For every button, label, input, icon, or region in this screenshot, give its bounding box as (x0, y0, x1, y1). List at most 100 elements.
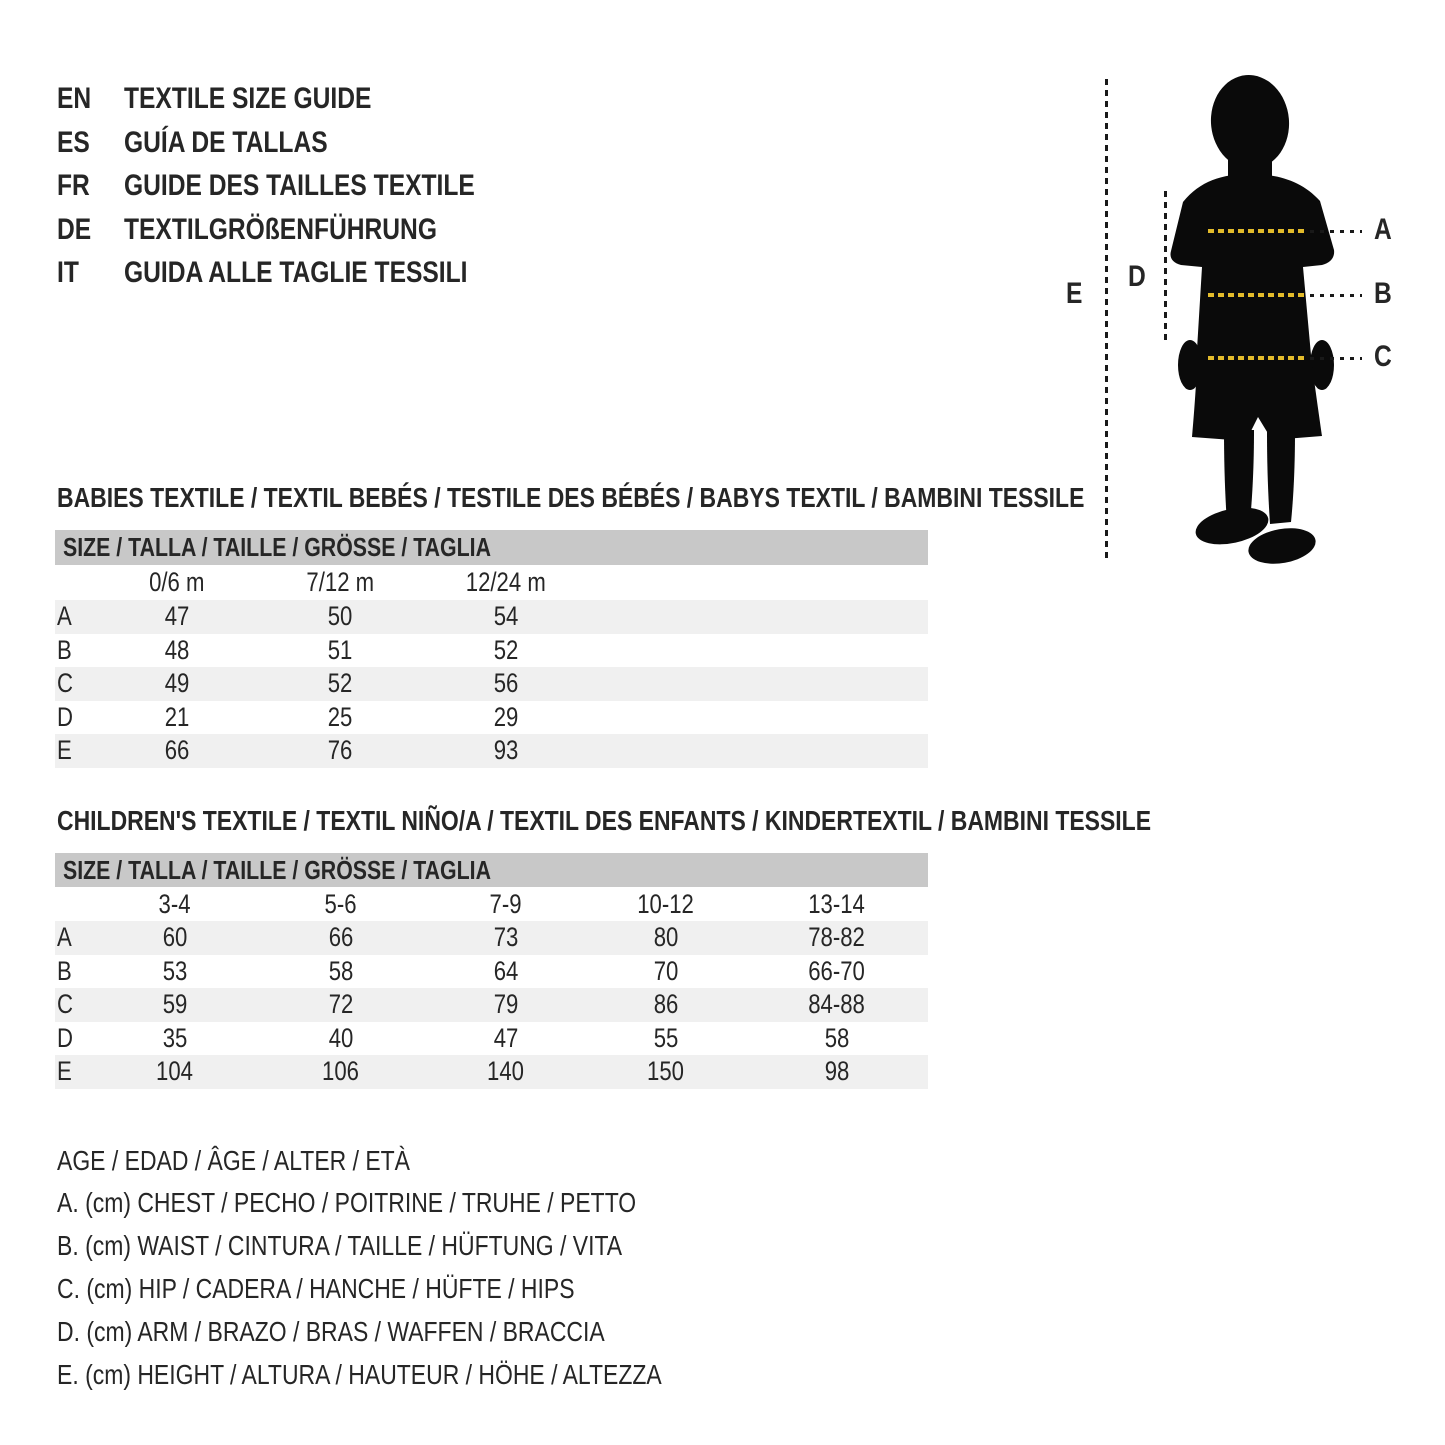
column-header: 3-4 (158, 888, 192, 919)
chest-measure-line-a (1208, 229, 1305, 233)
lang-title: GUIDE DES TAILLES TEXTILE (124, 169, 475, 202)
column-header: 13-14 (808, 888, 866, 919)
waist-measure-line-b (1208, 293, 1305, 297)
table-row: B 53 58 64 70 66-70 (55, 955, 928, 989)
table-cell: 84-88 (808, 989, 866, 1020)
row-label: E (57, 735, 72, 766)
children-size-header-bar: SIZE / TALLA / TAILLE / GRÖSSE / TAGLIA (55, 853, 928, 887)
row-label: D (57, 1022, 73, 1053)
children-section-title: CHILDREN'S TEXTILE / TEXTIL NIÑO/A / TEX… (57, 805, 1152, 836)
leader-line-b (1310, 294, 1362, 297)
lang-code: IT (57, 256, 79, 289)
table-cell: 140 (487, 1056, 525, 1087)
table-cell: 29 (493, 701, 519, 732)
table-cell: 54 (493, 601, 519, 632)
lang-code: DE (57, 213, 92, 246)
table-cell: 66 (164, 735, 190, 766)
table-cell: 40 (328, 1022, 354, 1053)
column-header: 7/12 m (306, 567, 374, 597)
table-cell: 66-70 (808, 955, 866, 986)
row-label: B (57, 955, 72, 986)
table-cell: 53 (162, 955, 188, 986)
leader-line-a (1310, 230, 1362, 233)
column-header: 5-6 (324, 888, 358, 919)
table-cell: 25 (327, 701, 353, 732)
row-label: D (57, 701, 73, 732)
row-label: A (57, 601, 72, 632)
arm-measure-line-d (1164, 191, 1167, 343)
row-label: E (57, 1056, 72, 1087)
table-row: C 59 72 79 86 84-88 (55, 988, 928, 1022)
table-cell: 51 (327, 634, 353, 665)
table-cell: 86 (653, 989, 679, 1020)
table-cell: 98 (824, 1056, 850, 1087)
table-cell: 93 (493, 735, 519, 766)
figure-label-a: A (1374, 213, 1392, 246)
legend-line-age: AGE / EDAD / ÂGE / ALTER / ETÀ (57, 1145, 411, 1176)
legend-line-waist: B. (cm) WAIST / CINTURA / TAILLE / HÜFTU… (57, 1230, 623, 1261)
table-cell: 35 (162, 1022, 188, 1053)
lang-title: TEXTILGRÖßENFÜHRUNG (124, 213, 437, 246)
babies-size-header-bar: SIZE / TALLA / TAILLE / GRÖSSE / TAGLIA (55, 530, 928, 565)
table-cell: 59 (162, 989, 188, 1020)
table-row: A 47 50 54 (55, 600, 928, 634)
table-cell: 78-82 (808, 922, 866, 953)
table-cell: 58 (328, 955, 354, 986)
table-row: C 49 52 56 (55, 667, 928, 701)
leader-line-c (1310, 357, 1362, 360)
table-cell: 66 (328, 922, 354, 953)
lang-code: EN (57, 82, 92, 115)
figure-label-d: D (1128, 260, 1146, 293)
table-cell: 55 (653, 1022, 679, 1053)
lang-title: GUIDA ALLE TAGLIE TESSILI (124, 256, 468, 289)
table-cell: 49 (164, 668, 190, 699)
table-cell: 21 (164, 701, 190, 732)
lang-code: FR (57, 169, 90, 202)
table-cell: 150 (647, 1056, 685, 1087)
row-label: C (57, 989, 73, 1020)
table-row: B 48 51 52 (55, 634, 928, 668)
table-row: E 66 76 93 (55, 734, 928, 768)
row-label: C (57, 668, 73, 699)
table-cell: 56 (493, 668, 519, 699)
row-label: A (57, 922, 72, 953)
table-row: A 60 66 73 80 78-82 (55, 921, 928, 955)
table-cell: 79 (493, 989, 519, 1020)
legend-line-arm: D. (cm) ARM / BRAZO / BRAS / WAFFEN / BR… (57, 1316, 605, 1347)
babies-section-title: BABIES TEXTILE / TEXTIL BEBÉS / TESTILE … (57, 482, 1085, 513)
table-cell: 60 (162, 922, 188, 953)
table-row: D 21 25 29 (55, 701, 928, 735)
table-cell: 70 (653, 955, 679, 986)
table-cell: 80 (653, 922, 679, 953)
legend-line-hip: C. (cm) HIP / CADERA / HANCHE / HÜFTE / … (57, 1273, 575, 1304)
table-cell: 106 (322, 1056, 360, 1087)
lang-code: ES (57, 126, 90, 159)
hip-measure-line-c (1208, 356, 1305, 360)
column-header: 12/24 m (465, 567, 547, 597)
legend-line-chest: A. (cm) CHEST / PECHO / POITRINE / TRUHE… (57, 1187, 637, 1218)
table-cell: 47 (164, 601, 190, 632)
children-column-header-row: 3-4 5-6 7-9 10-12 13-14 (55, 887, 928, 921)
child-silhouette (1170, 75, 1335, 564)
babies-column-header-row: 0/6 m 7/12 m 12/24 m (55, 565, 928, 600)
table-row: E 104 106 140 150 98 (55, 1055, 928, 1089)
lang-title: GUÍA DE TALLAS (124, 126, 328, 159)
table-cell: 52 (327, 668, 353, 699)
table-cell: 76 (327, 735, 353, 766)
table-cell: 47 (493, 1022, 519, 1053)
table-cell: 64 (493, 955, 519, 986)
table-cell: 72 (328, 989, 354, 1020)
row-label: B (57, 634, 72, 665)
table-cell: 58 (824, 1022, 850, 1053)
table-cell: 48 (164, 634, 190, 665)
height-measure-line-e (1105, 79, 1108, 562)
column-header: 0/6 m (149, 567, 205, 597)
table-cell: 50 (327, 601, 353, 632)
table-cell: 52 (493, 634, 519, 665)
legend-line-height: E. (cm) HEIGHT / ALTURA / HAUTEUR / HÖHE… (57, 1359, 662, 1390)
figure-label-e: E (1066, 277, 1083, 310)
figure-label-b: B (1374, 277, 1392, 310)
column-header: 7-9 (489, 888, 523, 919)
table-cell: 104 (156, 1056, 194, 1087)
